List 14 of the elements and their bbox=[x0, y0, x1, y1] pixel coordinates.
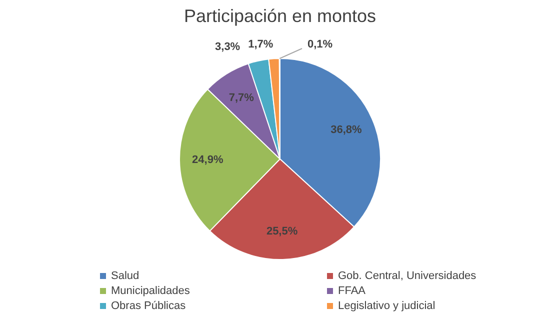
data-label: 1,7% bbox=[248, 38, 274, 51]
data-label: 3,3% bbox=[215, 41, 240, 54]
chart-title: Participación en montos bbox=[182, 6, 378, 27]
data-label: 7,7% bbox=[228, 92, 254, 104]
data-label: 24,9% bbox=[192, 154, 224, 166]
legend-label: Salud bbox=[111, 270, 140, 282]
data-label: 36,8% bbox=[330, 124, 362, 136]
legend-label: FFAA bbox=[338, 285, 366, 297]
legend-label: Gob. Central, Universidades bbox=[338, 270, 476, 282]
legend-label: Legislativo y judicial bbox=[338, 300, 436, 312]
legend-label: Municipalidades bbox=[111, 285, 190, 297]
legend-label: Obras Públicas bbox=[111, 300, 186, 312]
data-label: 0,1% bbox=[307, 38, 333, 51]
data-label: 25,5% bbox=[266, 225, 298, 238]
